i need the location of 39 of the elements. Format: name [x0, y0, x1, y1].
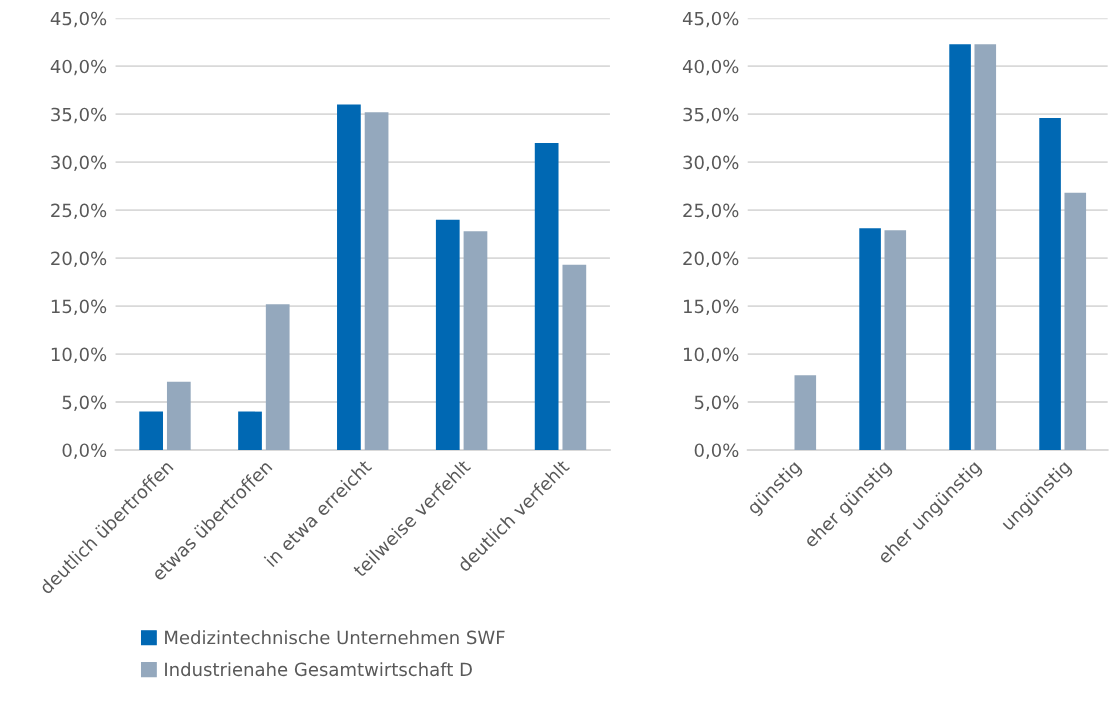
y-tick-label: 45,0%: [682, 11, 739, 28]
y-tick-label: 40,0%: [50, 59, 107, 76]
bar: [794, 375, 817, 450]
bar: [534, 142, 559, 450]
bar: [562, 264, 587, 450]
bar: [238, 411, 262, 450]
y-tick-label: 15,0%: [51, 299, 107, 316]
bar: [1064, 192, 1087, 450]
bar: [364, 112, 389, 450]
y-tick-label: 10,0%: [51, 347, 107, 363]
bar: [166, 381, 191, 450]
bar: [884, 230, 907, 450]
bar: [974, 44, 997, 450]
y-tick-label: 0,0%: [62, 443, 107, 459]
y-tick-label: 45,0%: [50, 11, 107, 28]
legend-label: Medizintechnische Unternehmen SWF: [165, 630, 505, 645]
bar: [949, 44, 971, 450]
y-tick-label: 40,0%: [682, 59, 739, 76]
y-tick-label: 0,0%: [694, 443, 739, 459]
y-tick-label: 35,0%: [683, 107, 739, 124]
y-tick-label: 25,0%: [683, 203, 739, 220]
y-tick-label: 20,0%: [51, 251, 107, 268]
y-tick-label: 10,0%: [684, 347, 739, 363]
bar: [859, 228, 881, 450]
y-tick-label: 15,0%: [684, 299, 739, 316]
y-tick-label: 35,0%: [51, 107, 107, 124]
y-tick-label: 30,0%: [51, 155, 107, 172]
y-tick-label: 20,0%: [683, 251, 739, 268]
bar: [1039, 118, 1061, 450]
bar: [435, 219, 460, 450]
y-tick-label: 5,0%: [694, 395, 739, 411]
bar: [337, 104, 361, 450]
legend-label: Industrienahe Gesamtwirtschaft D: [165, 662, 472, 677]
bar: [265, 304, 290, 450]
bar: [463, 231, 488, 450]
y-tick-label: 30,0%: [683, 155, 739, 172]
bar: [139, 411, 164, 450]
y-tick-label: 5,0%: [62, 395, 107, 411]
y-tick-label: 25,0%: [51, 203, 107, 220]
